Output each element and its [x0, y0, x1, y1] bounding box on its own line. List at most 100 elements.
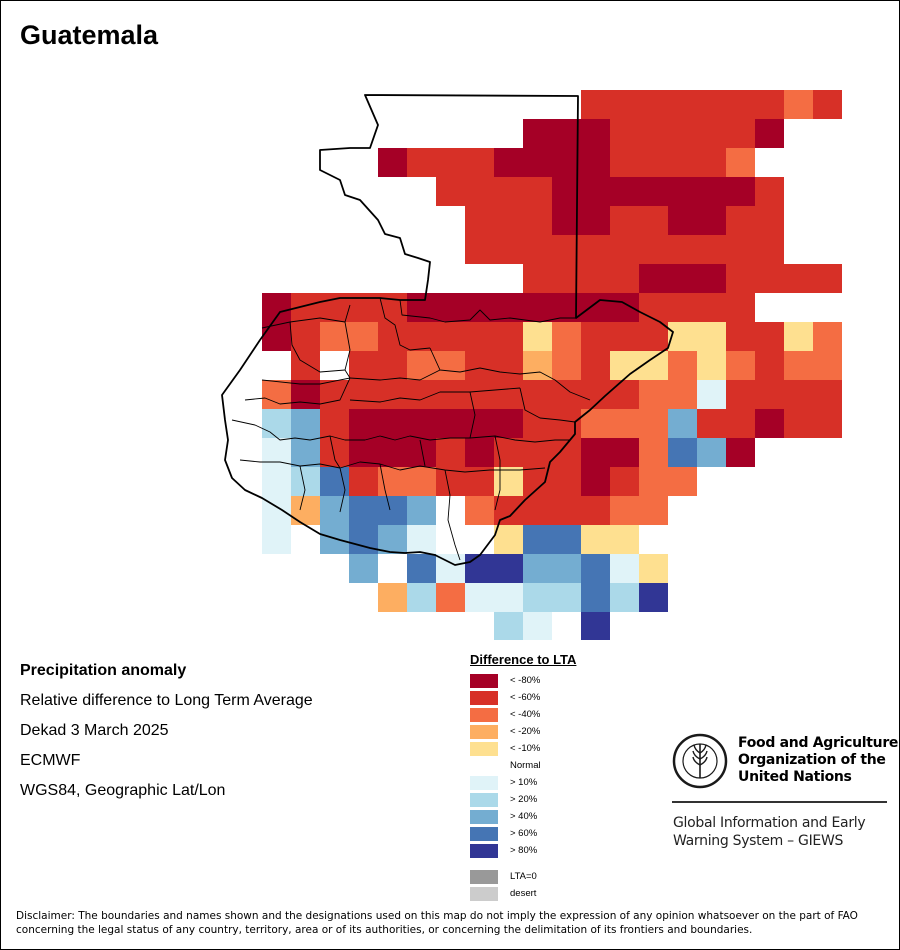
- grid-cell-below-60: [436, 380, 465, 409]
- grid-cell-below-10: [697, 351, 726, 380]
- grid-cell-below-60: [726, 235, 755, 264]
- legend-extra-items: LTA=0 desert: [470, 868, 576, 902]
- grid-cell-below-20: [378, 583, 407, 612]
- grid-cell-below-60: [813, 264, 842, 293]
- grid-cell-below-60: [465, 235, 494, 264]
- grid-cell-below-80: [465, 409, 494, 438]
- grid-cell-below-80: [755, 119, 784, 148]
- grid-cell-below-80: [378, 409, 407, 438]
- grid-cell-above-10: [262, 525, 291, 554]
- grid-cell-below-40: [639, 467, 668, 496]
- info-period: Dekad 3 March 2025: [20, 722, 169, 739]
- grid-cell-below-60: [610, 119, 639, 148]
- disclaimer: Disclaimer: The boundaries and names sho…: [16, 910, 858, 936]
- legend-extra-item-1: desert: [470, 885, 576, 902]
- grid-cell-below-60: [494, 322, 523, 351]
- grid-cell-below-60: [552, 438, 581, 467]
- fao-logo-icon: [672, 733, 728, 789]
- legend-item-1: < -60%: [470, 689, 576, 706]
- grid-cell-below-80: [610, 293, 639, 322]
- grid-cell-below-60: [349, 467, 378, 496]
- grid-cell-below-60: [320, 380, 349, 409]
- grid-cell-above-10: [494, 583, 523, 612]
- grid-cell-above-10: [262, 438, 291, 467]
- grid-cell-below-80: [581, 438, 610, 467]
- grid-cell-above-60: [581, 583, 610, 612]
- grid-cell-below-60: [291, 322, 320, 351]
- grid-cell-below-40: [552, 351, 581, 380]
- grid-cell-below-60: [610, 264, 639, 293]
- grid-cell-normal: [291, 525, 320, 554]
- legend-label: < -80%: [510, 675, 541, 686]
- anomaly-grid: [262, 90, 842, 640]
- grid-cell-below-60: [465, 148, 494, 177]
- grid-cell-below-80: [465, 293, 494, 322]
- organization-name: Food and Agriculture Organization of the…: [738, 735, 898, 786]
- grid-cell-below-80: [407, 438, 436, 467]
- grid-cell-below-80: [407, 409, 436, 438]
- grid-cell-below-60: [494, 351, 523, 380]
- grid-cell-below-60: [610, 90, 639, 119]
- legend-label: < -20%: [510, 726, 541, 737]
- grid-cell-below-80: [262, 322, 291, 351]
- grid-cell-normal: [320, 351, 349, 380]
- grid-cell-below-60: [581, 351, 610, 380]
- grid-cell-above-60: [552, 525, 581, 554]
- grid-cell-below-80: [726, 177, 755, 206]
- grid-cell-below-60: [494, 177, 523, 206]
- grid-cell-below-10: [494, 467, 523, 496]
- grid-cell-above-40: [291, 438, 320, 467]
- grid-cell-below-60: [639, 235, 668, 264]
- grid-cell-below-60: [320, 438, 349, 467]
- grid-cell-below-60: [494, 496, 523, 525]
- grid-cell-below-60: [552, 467, 581, 496]
- grid-cell-above-40: [697, 438, 726, 467]
- grid-cell-below-60: [726, 90, 755, 119]
- organization-name-line3: United Nations: [738, 769, 852, 785]
- grid-cell-below-80: [668, 177, 697, 206]
- grid-cell-normal: [378, 554, 407, 583]
- grid-cell-below-60: [494, 380, 523, 409]
- system-name-line1: Global Information and Early: [673, 815, 866, 831]
- legend-item-9: > 60%: [470, 825, 576, 842]
- map-info: Precipitation anomaly Relative differenc…: [20, 656, 313, 806]
- legend-label: > 80%: [510, 845, 538, 856]
- organization-name-line2: Organization of the: [738, 752, 886, 768]
- grid-cell-below-40: [813, 322, 842, 351]
- grid-cell-below-60: [378, 380, 407, 409]
- grid-cell-below-80: [581, 467, 610, 496]
- grid-cell-below-40: [378, 467, 407, 496]
- grid-cell-above-10: [465, 583, 494, 612]
- info-description: Relative difference to Long Term Average: [20, 692, 313, 709]
- grid-cell-below-80: [726, 438, 755, 467]
- grid-cell-above-10: [407, 525, 436, 554]
- divider: [672, 801, 887, 803]
- grid-cell-below-20: [291, 496, 320, 525]
- info-heading: Precipitation anomaly: [20, 662, 187, 679]
- grid-cell-below-10: [523, 322, 552, 351]
- precipitation-anomaly-map: [221, 90, 842, 640]
- grid-cell-above-60: [349, 525, 378, 554]
- grid-cell-below-60: [523, 496, 552, 525]
- legend-item-4: < -10%: [470, 740, 576, 757]
- legend-label: > 10%: [510, 777, 538, 788]
- grid-cell-below-80: [581, 148, 610, 177]
- grid-cell-below-40: [639, 380, 668, 409]
- grid-cell-below-60: [755, 380, 784, 409]
- grid-cell-below-60: [581, 264, 610, 293]
- legend-label: > 40%: [510, 811, 538, 822]
- grid-cell-above-40: [523, 554, 552, 583]
- grid-cell-below-60: [610, 206, 639, 235]
- grid-cell-below-40: [813, 351, 842, 380]
- grid-cell-below-60: [668, 235, 697, 264]
- grid-cell-below-60: [523, 264, 552, 293]
- grid-cell-below-60: [784, 264, 813, 293]
- grid-cell-below-60: [320, 409, 349, 438]
- grid-cell-below-80: [552, 148, 581, 177]
- grid-cell-below-40: [726, 351, 755, 380]
- grid-cell-below-60: [349, 380, 378, 409]
- grid-cell-above-40: [378, 525, 407, 554]
- grid-cell-below-80: [697, 264, 726, 293]
- grid-cell-above-60: [407, 554, 436, 583]
- grid-cell-above-60: [378, 496, 407, 525]
